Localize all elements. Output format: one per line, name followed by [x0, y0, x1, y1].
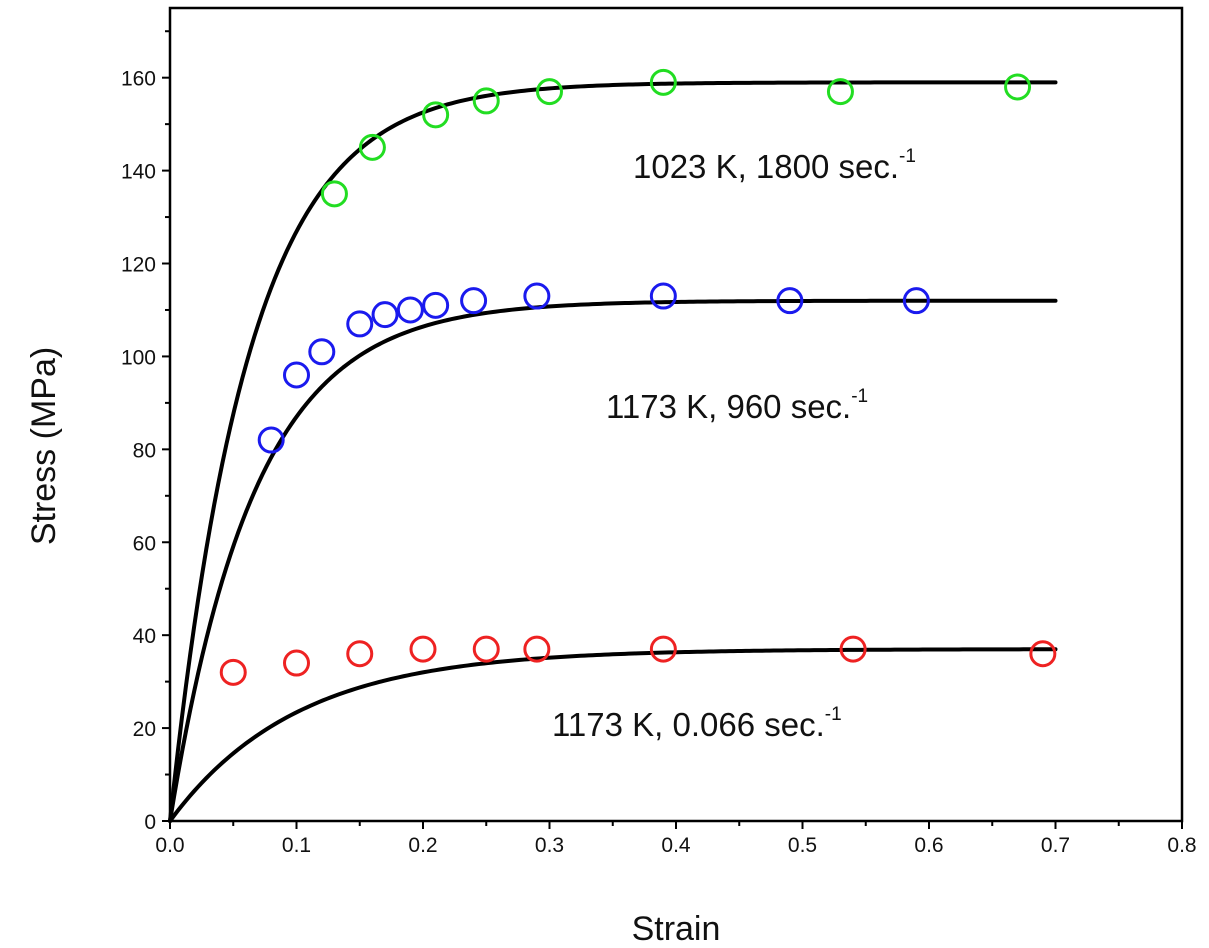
x-tick-label: 0.5 [788, 834, 817, 857]
data-point-series-1 [358, 133, 386, 161]
data-point-series-3 [283, 649, 310, 677]
annotation-series-2: 1173 K, 960 sec.-1 [606, 386, 868, 425]
y-axis-title: Stress (MPa) [25, 347, 63, 545]
fit-curve-series-3 [168, 647, 1058, 823]
data-point-series-1 [472, 87, 500, 115]
data-point-series-1 [649, 68, 677, 96]
data-point-series-1 [320, 180, 348, 208]
annotation-superscript: -1 [899, 146, 916, 167]
x-tick-label: 0.0 [155, 834, 184, 857]
data-point-series-3 [409, 635, 437, 663]
data-point-series-3 [649, 635, 677, 663]
y-tick-label: 100 [121, 346, 156, 369]
data-point-series-3 [472, 635, 500, 663]
data-point-series-2 [283, 361, 310, 389]
y-tick-label: 0 [144, 811, 156, 834]
x-tick-label: 0.8 [1167, 834, 1196, 857]
fit-curve-series-2 [168, 298, 1058, 823]
y-tick-label: 80 [133, 439, 156, 462]
data-point-series-1 [1004, 73, 1032, 101]
data-point-series-1 [536, 78, 563, 106]
y-tick-label: 20 [133, 718, 156, 741]
data-point-series-2 [902, 287, 930, 315]
data-point-series-3 [839, 635, 867, 663]
axis-ticks [162, 30, 1183, 829]
annotation-series-1: 1023 K, 1800 sec.-1 [633, 146, 916, 185]
data-point-series-2 [776, 287, 804, 315]
data-point-series-2 [371, 301, 399, 329]
fit-curve-series-1 [168, 80, 1058, 823]
data-point-series-2 [396, 296, 424, 324]
x-axis-title: Strain [632, 910, 721, 948]
data-point-series-3 [523, 635, 551, 663]
y-tick-label: 160 [121, 68, 156, 91]
y-tick-label: 60 [133, 532, 156, 555]
x-tick-label: 0.2 [408, 834, 437, 857]
data-point-series-2 [460, 287, 488, 315]
x-tick-label: 0.7 [1041, 834, 1070, 857]
annotation-series-3: 1173 K, 0.066 sec.-1 [552, 704, 842, 743]
x-tick-label: 0.4 [661, 834, 691, 857]
data-point-series-2 [649, 282, 677, 310]
data-point-series-2 [257, 426, 285, 454]
annotation-text: 1173 K, 0.066 sec. [552, 706, 825, 743]
x-tick-label: 0.3 [535, 834, 564, 857]
fit-curves [168, 80, 1058, 823]
data-point-series-2 [422, 291, 450, 319]
data-point-series-1 [826, 78, 854, 106]
data-point-series-2 [308, 338, 336, 366]
annotation-superscript: -1 [851, 386, 868, 407]
y-tick-label: 140 [121, 161, 156, 184]
data-points [219, 68, 1057, 686]
data-point-series-3 [219, 658, 247, 686]
annotation-text: 1173 K, 960 sec. [606, 388, 851, 425]
data-point-series-2 [523, 282, 551, 310]
y-tick-label: 40 [133, 625, 156, 648]
x-tick-label: 0.1 [282, 834, 311, 857]
annotation-text: 1023 K, 1800 sec. [633, 148, 899, 185]
data-point-series-3 [346, 640, 374, 668]
data-point-series-3 [1029, 640, 1057, 668]
data-point-series-1 [422, 101, 450, 129]
x-tick-label: 0.6 [914, 834, 943, 857]
data-point-series-2 [346, 310, 374, 338]
y-tick-label: 120 [121, 254, 156, 277]
annotation-superscript: -1 [825, 704, 842, 725]
axis-tick-labels: 0.0 0.1 0.2 0.3 0.4 0.5 0.6 0.7 0.8 0 20 40 60 80 100 1… [121, 68, 1197, 857]
